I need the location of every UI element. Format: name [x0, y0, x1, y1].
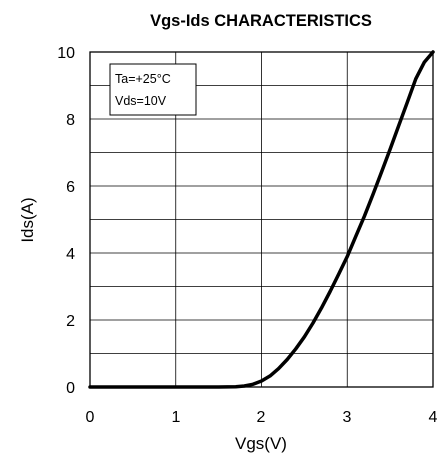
conditions-box — [109, 63, 197, 116]
y-tick-label: 4 — [66, 246, 75, 263]
y-tick-label: 8 — [66, 112, 75, 129]
chart-title: Vgs-Ids CHARACTERISTICS — [150, 12, 372, 30]
y-tick-label: 0 — [66, 380, 75, 397]
x-tick-label: 3 — [343, 409, 352, 426]
x-tick-labels: 0 1 2 3 4 — [86, 409, 438, 426]
y-tick-label: 10 — [57, 45, 75, 62]
annotation-temperature: Ta=+25°C — [115, 72, 171, 86]
series-line-ids — [88, 50, 435, 389]
y-tick-labels: 0 2 4 6 8 10 — [57, 45, 75, 397]
x-tick-label: 2 — [257, 409, 266, 426]
x-axis-label: Vgs(V) — [235, 434, 287, 453]
annotation-vds: Vds=10V — [115, 94, 167, 108]
x-tick-label: 0 — [86, 409, 95, 426]
x-tick-label: 4 — [429, 409, 438, 426]
y-axis-label: Ids(A) — [18, 197, 37, 242]
y-tick-label: 2 — [66, 313, 75, 330]
y-tick-label: 6 — [66, 179, 75, 196]
plot-frame — [89, 51, 434, 388]
x-tick-label: 1 — [172, 409, 181, 426]
